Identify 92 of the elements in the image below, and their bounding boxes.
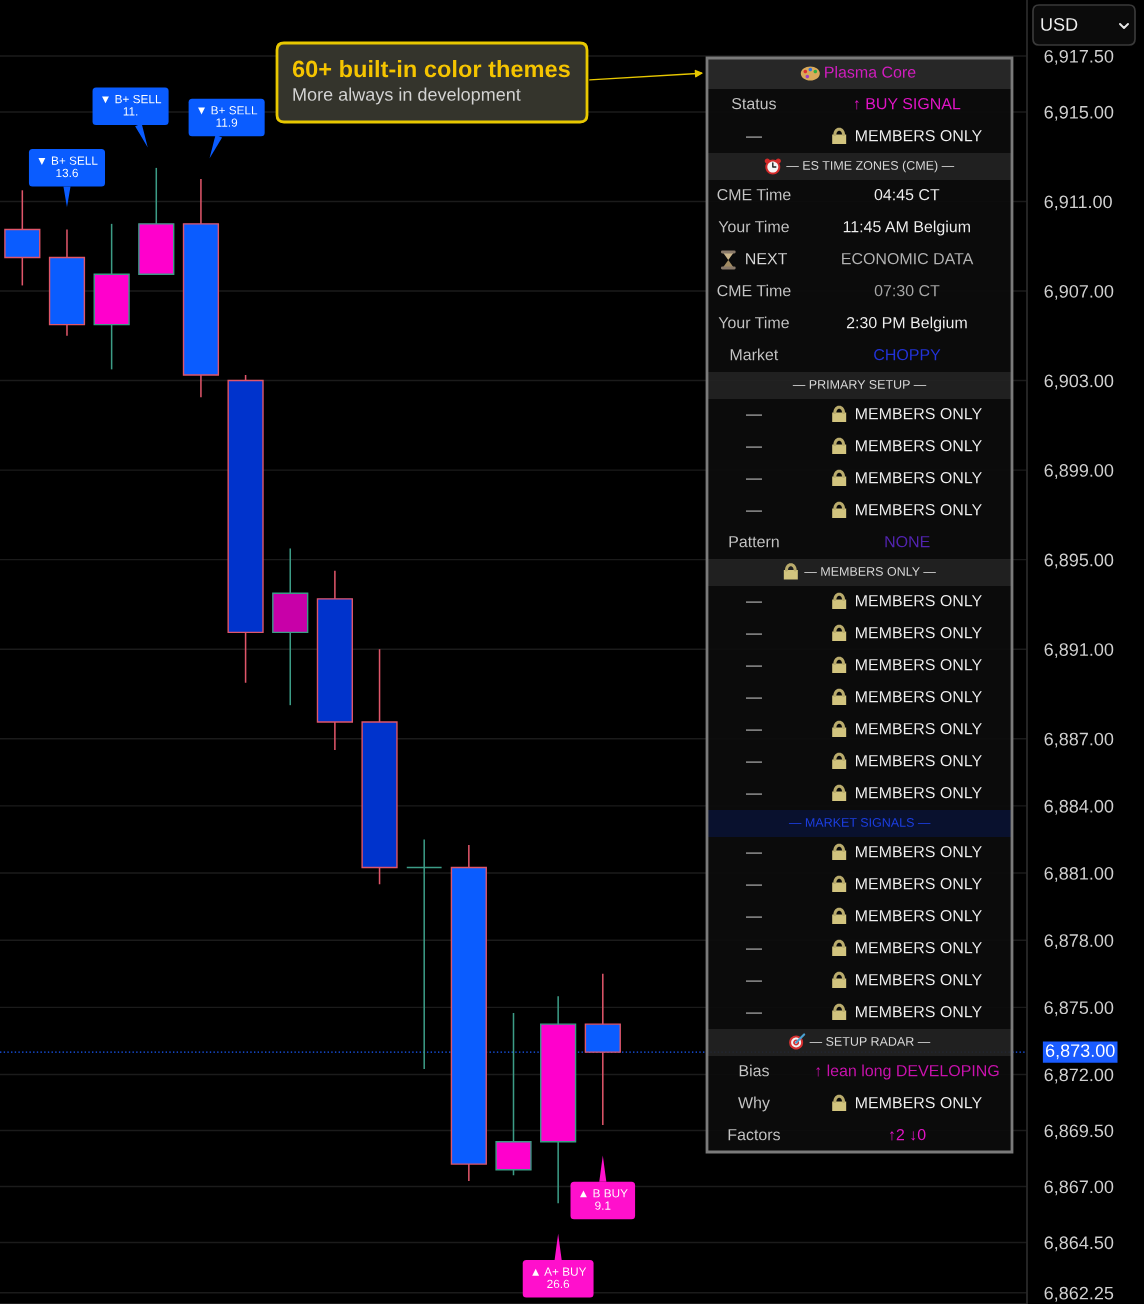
annotation: MEMBERS ONLY xyxy=(856,909,982,922)
annotation: — xyxy=(746,446,762,448)
y-tick-label: 6,887.00 xyxy=(1044,732,1114,748)
annotation: ↑ BUY SIGNAL xyxy=(854,97,961,110)
annotation: — xyxy=(746,761,762,763)
annotation: ▼ B+ SELL 11.9 xyxy=(198,106,258,127)
y-tick-label: 6,891.00 xyxy=(1044,643,1114,659)
annotation: NEXT xyxy=(746,253,788,265)
annotation: MEMBERS ONLY xyxy=(856,1005,982,1018)
annotation: 04:45 CT xyxy=(874,188,940,201)
y-tick-label: 6,869.50 xyxy=(1044,1124,1114,1140)
annotation: MEMBERS ONLY xyxy=(856,690,982,703)
annotation: — xyxy=(746,980,762,982)
annotation: — xyxy=(746,1012,762,1014)
annotation: Status xyxy=(731,97,776,110)
annotation: Plasma Core xyxy=(825,66,916,78)
annotation: — xyxy=(746,136,762,138)
annotation: Bias xyxy=(739,1064,769,1077)
y-tick-label: 6,911.00 xyxy=(1044,195,1112,211)
annotation: Why xyxy=(738,1096,770,1112)
annotation: — xyxy=(746,916,762,918)
annotation: Your Time xyxy=(718,316,789,329)
annotation: MEMBERS ONLY xyxy=(856,658,982,671)
annotation: MEMBERS ONLY xyxy=(856,973,982,986)
annotation: — ES TIME ZONES (CME) — xyxy=(786,160,955,173)
annotation: Factors xyxy=(728,1129,780,1141)
annotation: MEMBERS ONLY xyxy=(856,877,982,890)
annotation: MEMBERS ONLY xyxy=(856,594,982,607)
annotation: ▲ B BUY 9.1 xyxy=(579,1189,628,1210)
annotation: MEMBERS ONLY xyxy=(856,626,982,639)
annotation: Market xyxy=(730,348,779,361)
annotation: Pattern xyxy=(729,536,779,548)
y-tick-label: 6,867.00 xyxy=(1044,1180,1114,1196)
annotation: MEMBERS ONLY xyxy=(856,407,982,420)
annotation: — xyxy=(746,510,762,512)
y-tick-label: 6,884.00 xyxy=(1044,799,1114,815)
y-tick-label: 6,899.00 xyxy=(1044,464,1114,479)
annotation: MEMBERS ONLY xyxy=(856,786,982,799)
text: USD xyxy=(1041,18,1078,31)
annotation: MEMBERS ONLY xyxy=(856,471,982,484)
annotation: — xyxy=(746,633,762,635)
annotation: CHOPPY xyxy=(874,348,941,361)
annotation: — xyxy=(746,793,762,795)
y-tick-label: 6,878.00 xyxy=(1044,934,1114,950)
annotation: ↑2 ↓0 xyxy=(890,1128,926,1141)
annotation: — xyxy=(746,852,762,854)
annotation: MEMBERS ONLY xyxy=(856,845,982,858)
text: More always in development xyxy=(293,87,521,105)
annotation: — MARKET SIGNALS — xyxy=(788,818,931,827)
annotation: MEMBERS ONLY xyxy=(856,722,982,735)
annotation: Your Time xyxy=(718,220,789,233)
annotation: — xyxy=(746,665,762,667)
annotation: MEMBERS ONLY xyxy=(856,129,982,142)
y-tick-label: 6,895.00 xyxy=(1044,553,1114,569)
y-tick-label: 6,915.00 xyxy=(1044,105,1114,121)
y-tick-label: 6,881.00 xyxy=(1044,867,1114,882)
annotation: — xyxy=(746,478,762,480)
annotation: — PRIMARY SETUP — xyxy=(792,380,927,389)
y-tick-label: 6,917.50 xyxy=(1044,49,1114,65)
annotation: ▲ A+ BUY 26.6 xyxy=(532,1267,587,1289)
annotation: — SETUP RADAR — xyxy=(809,1037,931,1046)
y-tick-label: 6,903.00 xyxy=(1044,374,1114,390)
annotation: CME Time xyxy=(717,284,791,297)
annotation: ▼ B+ SELL 11. xyxy=(102,94,162,116)
annotation: MEMBERS ONLY xyxy=(856,941,982,954)
annotation: — xyxy=(746,729,762,731)
annotation: 2:30 PM Belgium xyxy=(846,316,967,332)
text: 60+ built-in color themes xyxy=(292,60,570,78)
y-tick-label: 6,862.25 xyxy=(1044,1286,1114,1302)
annotation: MEMBERS ONLY xyxy=(856,754,982,767)
annotation: — MEMBERS ONLY — xyxy=(804,567,936,576)
annotation: 07:30 CT xyxy=(874,284,940,297)
y-tick-label: 6,907.00 xyxy=(1044,284,1114,300)
annotation: — xyxy=(746,884,762,886)
candlestick xyxy=(406,838,443,1070)
annotation: MEMBERS ONLY xyxy=(856,503,982,516)
annotation: MEMBERS ONLY xyxy=(856,439,982,452)
annotation: MEMBERS ONLY xyxy=(856,1096,982,1109)
annotation: CME Time xyxy=(717,188,791,201)
y-tick-label: 6,875.00 xyxy=(1044,1001,1114,1017)
annotation: — xyxy=(746,697,762,699)
annotation: NONE xyxy=(885,535,930,548)
annotation: ECONOMIC DATA xyxy=(842,252,974,265)
annotation: 11:45 AM Belgium xyxy=(843,220,970,236)
annotation: — xyxy=(746,414,762,416)
annotation: — xyxy=(746,948,762,950)
y-tick-label: 6,872.00 xyxy=(1044,1068,1114,1084)
ref-line-label: 6,873.00 xyxy=(1045,1044,1115,1060)
y-tick-label: 6,864.50 xyxy=(1044,1236,1114,1252)
annotation: — xyxy=(746,601,762,603)
annotation: ▼ B+ SELL 13.6 xyxy=(38,156,98,178)
annotation: ↑ lean long DEVELOPING xyxy=(816,1064,999,1080)
